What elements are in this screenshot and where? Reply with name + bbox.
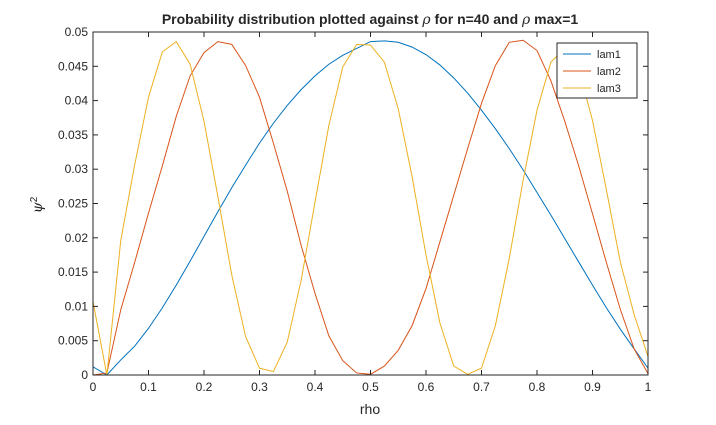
chart-title: Probability distribution plotted against… [162, 11, 579, 28]
series-line-lam3 [92, 40, 649, 376]
x-tick-label: 0 [90, 380, 97, 394]
y-tick-label: 0.015 [58, 265, 88, 279]
x-tick-label: 0.6 [418, 380, 435, 394]
legend-label-lam2: lam2 [597, 66, 621, 78]
y-tick-label: 0.005 [58, 334, 88, 348]
y-axis: 0 0.005 0.01 0.015 0.02 0.025 0.03 0.035 0.04 0.0… [58, 25, 648, 382]
x-tick-label: 0.7 [473, 380, 490, 394]
legend: lam1 lam2 lam3 [556, 42, 638, 99]
y-tick-label: 0.045 [58, 59, 88, 73]
legend-label-lam1: lam1 [597, 49, 621, 61]
y-axis-label: ψ2 [29, 196, 47, 213]
y-tick-label: 0.05 [65, 25, 89, 39]
x-tick-label: 0.8 [529, 380, 546, 394]
y-tick-label: 0.04 [65, 94, 89, 108]
x-tick-label: 0.5 [362, 380, 379, 394]
legend-label-lam3: lam3 [597, 83, 621, 95]
y-tick-label: 0.03 [65, 162, 89, 176]
x-tick-label: 0.3 [251, 380, 268, 394]
x-tick-label: 0.9 [584, 380, 601, 394]
y-tick-label: 0.01 [65, 299, 89, 313]
y-tick-label: 0.035 [58, 128, 88, 142]
x-tick-label: 1 [645, 380, 652, 394]
x-tick-label: 0.1 [140, 380, 157, 394]
y-tick-label: 0.02 [65, 231, 89, 245]
y-tick-label: 0.025 [58, 197, 88, 211]
series-line-lam1 [92, 40, 649, 376]
x-tick-label: 0.2 [196, 380, 213, 394]
x-axis-label: rho [360, 401, 380, 417]
x-axis: 0 0.1 0.2 0.3 0.4 0.5 0.6 0.7 0.8 0.9 1 [90, 32, 652, 394]
y-tick-label: 0 [81, 368, 88, 382]
legend-box [556, 42, 638, 99]
x-tick-label: 0.4 [307, 380, 324, 394]
